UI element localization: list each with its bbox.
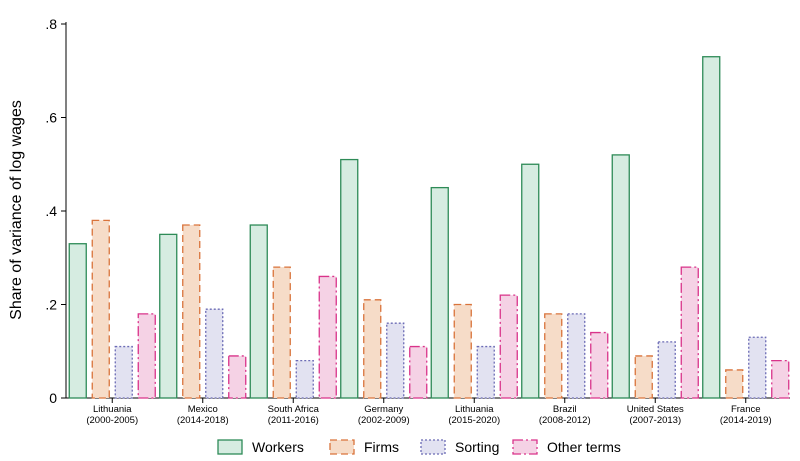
x-tick-label: Mexico [188,404,218,415]
bar-firms [182,224,201,399]
x-tick-label: South Africa [268,404,320,415]
bar-other-terms [771,359,790,399]
bar-workers [430,186,449,399]
bar-firms [272,266,291,399]
x-tick-sublabel: (2002-2009) [358,415,410,426]
bar-sorting [657,341,676,399]
bar-workers [249,224,268,399]
x-tick-sublabel: (2015-2020) [448,415,500,426]
legend-label: Workers [252,439,304,455]
x-tick-label: Lithuania [93,404,132,415]
y-tick-label: .8 [45,16,57,32]
bar-workers [521,163,540,399]
bar-sorting [748,336,767,399]
x-tick-sublabel: (2000-2005) [86,415,138,426]
y-tick-label: .4 [45,203,57,219]
x-tick-sublabel: (2008-2012) [539,415,591,426]
bar-workers [159,233,178,399]
y-tick-label: 0 [49,390,57,406]
bar-sorting [205,308,224,399]
bar-firms [725,369,744,399]
legend-swatch-sorting [420,439,446,455]
bar-workers [340,158,359,399]
bar-other-terms [318,275,337,399]
x-tick-label: Brazil [553,404,577,415]
bar-sorting [114,345,133,399]
x-tick-sublabel: (2007-2013) [629,415,681,426]
bar-sorting [476,345,495,399]
bar-other-terms [680,266,699,399]
x-tick-label: United States [627,404,684,415]
legend-label: Other terms [547,439,621,455]
legend-label: Firms [364,439,399,455]
bar-workers [702,56,721,399]
legend: Workers Firms Sorting Other terms [217,439,621,455]
bar-firms [544,313,563,399]
legend-label: Sorting [455,439,499,455]
bar-other-terms [499,294,518,399]
bar-firms [453,303,472,399]
legend-swatch-firms [329,439,355,455]
bar-workers [611,154,630,399]
bar-other-terms [409,345,428,399]
x-tick-sublabel: (2014-2019) [720,415,772,426]
y-axis: 0 .2 .4 .6 .8 [45,16,67,406]
x-tick-label: Germany [364,404,403,415]
y-tick-label: .2 [45,297,57,313]
bar-other-terms [137,313,156,399]
x-tick-label: France [731,404,761,415]
bar-sorting [295,359,314,399]
bar-firms [91,219,110,399]
bar-other-terms [228,355,247,399]
x-tick-label: Lithuania [455,404,494,415]
legend-swatch-workers [217,439,243,455]
bar-firms [363,299,382,399]
bar-sorting [567,313,586,399]
bars [68,56,790,399]
x-axis: Lithuania(2000-2005)Mexico(2014-2018)Sou… [66,397,790,426]
x-tick-sublabel: (2011-2016) [268,415,319,426]
bar-firms [634,355,653,399]
y-axis-label: Share of variance of log wages [8,100,25,320]
x-tick-sublabel: (2014-2018) [177,415,229,426]
bar-sorting [386,322,405,399]
bar-workers [68,243,87,399]
legend-swatch-other-terms [512,439,538,455]
y-tick-label: .6 [45,110,57,126]
bar-other-terms [590,331,609,399]
